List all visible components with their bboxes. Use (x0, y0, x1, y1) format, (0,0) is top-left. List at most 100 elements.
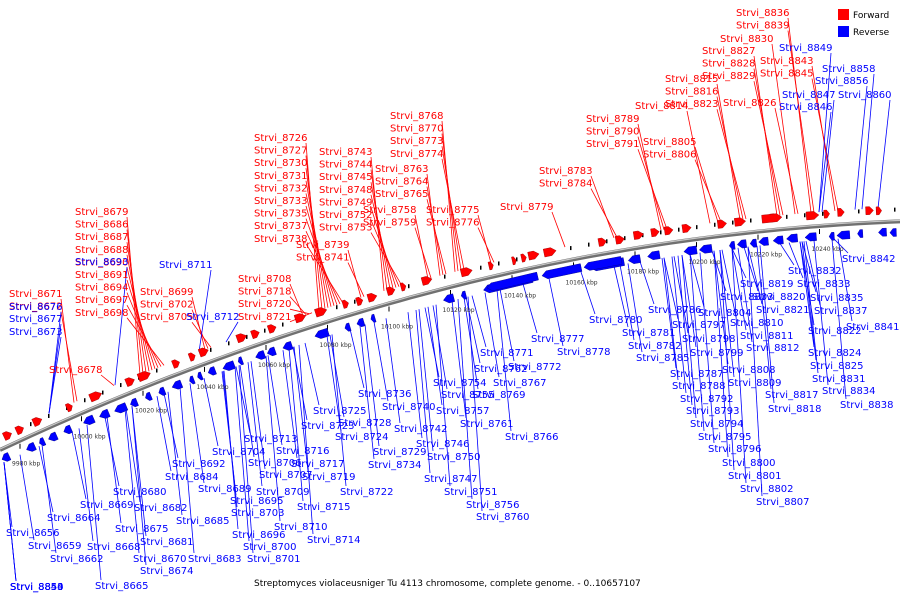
reverse-gene-arrow (786, 233, 799, 243)
tick-label: 10020 kbp (135, 408, 167, 415)
feature-marker (570, 246, 572, 251)
leader-line (131, 406, 147, 566)
feature-marker (408, 284, 410, 289)
forward-gene-arrow (31, 417, 43, 427)
forward-gene-arrow (823, 209, 830, 219)
gene-label: Strvi_8778 (557, 347, 611, 358)
gene-label: Strvi_8754 (433, 378, 487, 389)
leader-line (799, 241, 815, 348)
leader-line (125, 408, 141, 503)
leader-line (441, 158, 465, 270)
leader-line (747, 246, 763, 305)
gene-label: Strvi_8801 (728, 471, 782, 482)
reverse-gene-arrow (647, 250, 661, 260)
gene-label: Strvi_8715 (297, 502, 351, 513)
leader-line (305, 205, 335, 306)
leader-line (663, 257, 679, 381)
forward-gene-arrow (650, 228, 660, 238)
feature-marker (696, 225, 698, 230)
leader-line (803, 241, 819, 374)
gene-labels: Strvi_8671 Strvi_8672 Strvi_8678 Strvi_8679… (6, 8, 900, 593)
leader-line (471, 295, 487, 348)
gene-label: Strvi_8669 (80, 500, 134, 511)
reverse-gene-arrow (344, 322, 352, 332)
reverse-gene-arrow (804, 232, 817, 242)
leader-line (432, 305, 448, 390)
tick-label: 10040 kbp (197, 384, 229, 391)
gene-label: Strvi_8665 (95, 581, 149, 592)
forward-gene-arrow (632, 230, 644, 240)
genome-backbone (0, 219, 900, 452)
gene-label: Strvi_8832 (788, 266, 842, 277)
leader-line (238, 365, 254, 554)
reverse-gene-arrow (370, 313, 377, 323)
leader-line (298, 344, 314, 535)
forward-gene-arrow (136, 371, 151, 382)
gene-label: Strvi_8683 (188, 554, 242, 565)
reverse-gene-arrow (130, 397, 139, 408)
leader-line (293, 346, 309, 472)
feature-marker (516, 257, 518, 262)
leader-line (661, 257, 677, 369)
reverse-gene-arrow (267, 346, 277, 357)
gene-label: Strvi_8789 (586, 114, 640, 125)
gene-label: Strvi_8693 (75, 257, 129, 268)
leader-line (163, 393, 179, 459)
leader-line (222, 371, 238, 508)
reverse-gene-arrow (255, 350, 267, 360)
gene-label: Strvi_8850 (10, 582, 64, 593)
leader-line (637, 149, 668, 230)
leader-line (484, 292, 500, 378)
forward-gene-arrow (520, 253, 527, 263)
feature-marker (822, 211, 824, 216)
leader-line (818, 111, 832, 213)
gene-label: Strvi_8719 (302, 472, 356, 483)
forward-gene-arrow (459, 267, 473, 278)
forward-gene-arrow (865, 206, 874, 216)
leader-line (126, 279, 156, 370)
reverse-gene-arrow (1, 452, 12, 462)
gene-label: Strvi_8671 (9, 289, 63, 300)
gene-label: Strvi_8717 (291, 459, 345, 470)
leader-line (86, 424, 102, 581)
leader-line (551, 211, 566, 248)
gene-label: Strvi_8759 (363, 218, 417, 229)
gene-label: Strvi_8670 (133, 554, 187, 565)
leader-line (671, 256, 687, 394)
kbp-ticks: 9980 kbp 10000 kbp 10020 kbp 10040 kbp 10060… (12, 207, 896, 468)
gene-label: Strvi_8714 (307, 535, 361, 546)
forward-gene-arrow (542, 247, 557, 258)
leader-line (305, 231, 341, 305)
leader-line (787, 17, 812, 213)
gene-label: Strvi_8753 (319, 223, 373, 234)
gene-label: Strvi_8749 (319, 197, 373, 208)
leader-line (637, 136, 665, 230)
gene-label: Strvi_8772 (508, 362, 562, 373)
gene-label: Strvi_8741 (296, 253, 350, 264)
feature-marker (678, 227, 680, 232)
leader-line (385, 318, 401, 424)
leader-line (38, 445, 54, 513)
leader-line (292, 346, 308, 421)
reverse-gene-arrow (443, 293, 455, 304)
gene-label: Strvi_8721 (238, 312, 292, 323)
gene-label: Strvi_8810 (730, 318, 784, 329)
gene-label: Strvi_8809 (728, 378, 782, 389)
leader-line (713, 250, 729, 365)
leader-line (3, 462, 17, 582)
leader-line (126, 216, 141, 375)
reverse-gene-arrow (828, 232, 835, 241)
gene-label: Strvi_8836 (736, 8, 790, 19)
forward-gene-arrow (235, 333, 247, 344)
gene-label: Strvi_8713 (244, 434, 298, 445)
tick-label: 10200 kbp (689, 259, 721, 266)
gene-label: Strvi_8849 (779, 43, 833, 54)
gene-label: Strvi_8788 (672, 381, 726, 392)
leader-line (663, 257, 679, 320)
reverse-gene-arrow (683, 245, 698, 256)
gene-label: Strvi_8726 (254, 133, 308, 144)
gene-label: Strvi_8776 (426, 218, 480, 229)
leader-line (407, 312, 423, 439)
leader-line (349, 328, 365, 389)
leader-line (877, 99, 891, 209)
